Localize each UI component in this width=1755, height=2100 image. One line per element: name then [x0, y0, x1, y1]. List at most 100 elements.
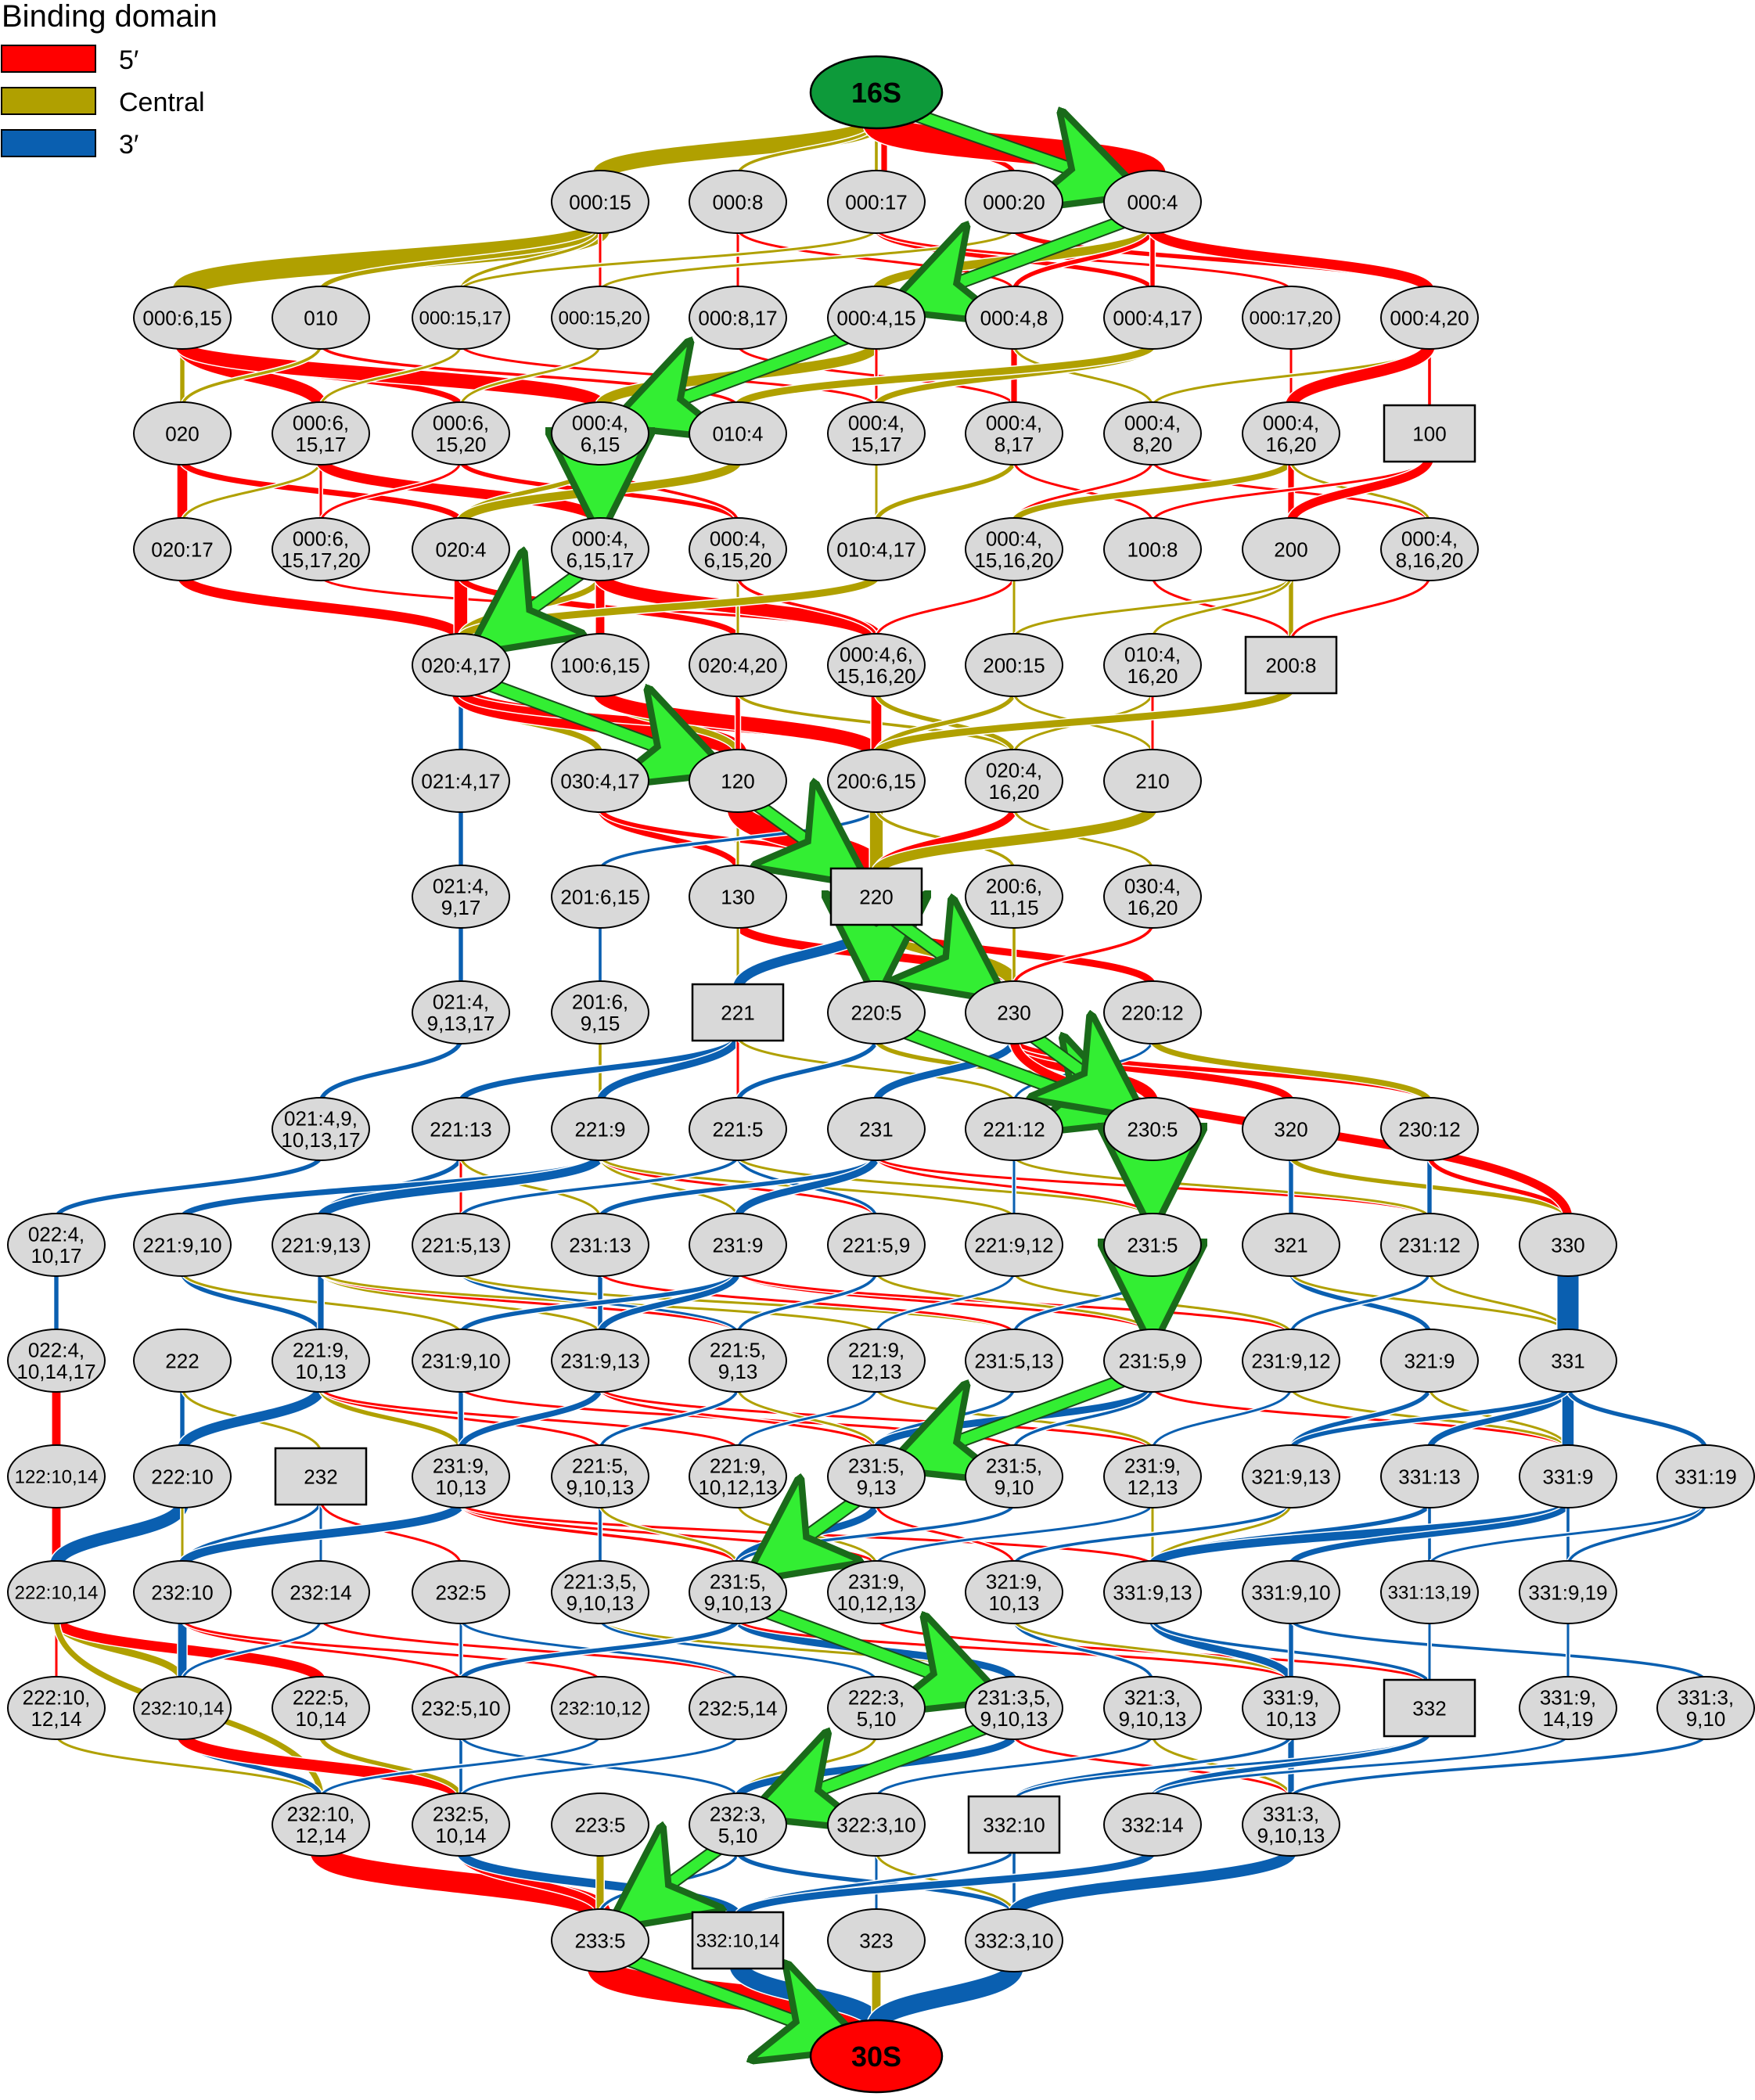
node-000-20: 000:20	[965, 170, 1063, 234]
node-331-3-9-10-13: 331:3,9,10,13	[1242, 1793, 1340, 1857]
node-label: 11,15	[989, 896, 1038, 919]
edge-three-prime	[1008, 1849, 1297, 1916]
node-010-4-16-20: 010:4,16,20	[1103, 633, 1202, 697]
node-label: 231:3,5,	[977, 1686, 1051, 1710]
node-230-12: 230:12	[1380, 1097, 1479, 1161]
node-220-12: 220:12	[1103, 980, 1202, 1045]
node-320: 320	[1242, 1097, 1340, 1161]
node-label: 9,10,13	[704, 1591, 772, 1615]
edge-central	[599, 1155, 739, 1219]
edge-central	[459, 228, 878, 292]
node-ellipse	[965, 865, 1063, 929]
node-ellipse	[272, 1793, 370, 1857]
node-label: 10,12,13	[698, 1476, 777, 1499]
node-221-5-9: 221:5,9	[827, 1213, 926, 1277]
node-label: 010	[304, 306, 337, 329]
node-label: 332:3,10	[974, 1929, 1053, 1952]
node-ellipse	[965, 286, 1063, 350]
node-ellipse	[133, 401, 232, 466]
node-label: 331:9,19	[1528, 1580, 1607, 1604]
node-label: 231:9,13	[560, 1349, 639, 1372]
node-200-15: 200:15	[965, 633, 1063, 697]
edge-central	[319, 343, 462, 408]
node-332-10: 332:10	[967, 1795, 1061, 1854]
node-222-10: 222:10	[133, 1444, 232, 1508]
highlight-path-arrow	[485, 572, 582, 642]
node-label: 12,13	[851, 1360, 901, 1383]
node-label: 10,13	[988, 1591, 1039, 1615]
node-16S: 16S	[809, 55, 944, 130]
node-label: 000:6,15	[142, 306, 221, 329]
edge-central	[1012, 343, 1154, 408]
node-021-4-9-13-17: 021:4,9,13,17	[412, 980, 510, 1045]
node-221-9-10: 221:9,10	[133, 1213, 232, 1277]
node-label: 320	[1274, 1117, 1307, 1141]
node-ellipse	[412, 633, 510, 697]
node-ellipse	[827, 633, 926, 697]
node-000-6-15-20: 000:6,15,20	[412, 401, 510, 466]
edge-central	[1289, 1271, 1570, 1335]
edge-three-prime	[177, 1386, 326, 1451]
node-box	[967, 1795, 1061, 1854]
edge-three-prime	[459, 1734, 739, 1799]
node-label: 200:8	[1265, 653, 1316, 677]
node-ellipse	[551, 1676, 649, 1740]
edge-five-prime	[875, 1502, 1016, 1566]
end-node-ellipse	[809, 2019, 944, 2094]
node-label: 000:4,	[986, 527, 1042, 551]
node-label: 221	[721, 1001, 754, 1024]
node-ellipse	[1103, 1097, 1202, 1161]
node-ellipse	[7, 1444, 106, 1508]
edge-three-prime	[178, 1501, 466, 1568]
node-label: 221:9,10	[142, 1233, 221, 1257]
edge-three-prime	[596, 1035, 742, 1103]
node-ellipse	[1103, 980, 1202, 1045]
node-label: 231:9,	[1124, 1455, 1181, 1478]
node-label: 10,13	[1265, 1707, 1316, 1731]
node-label: 10,13	[435, 1476, 486, 1499]
node-ellipse	[1103, 1213, 1202, 1277]
node-ellipse	[827, 1676, 926, 1740]
node-022-4-10-17: 022:4,10,17	[7, 1213, 106, 1277]
node-222-3-5-10: 222:3,5,10	[827, 1676, 926, 1740]
node-ellipse	[551, 517, 649, 581]
node-ellipse	[1242, 1444, 1340, 1508]
edge-three-prime	[1289, 1271, 1431, 1335]
node-ellipse	[689, 170, 787, 234]
node-ellipse	[412, 286, 510, 350]
node-label: 15,17,20	[281, 548, 360, 572]
node-label: 8,20	[1133, 433, 1173, 456]
node-label: 231:5,	[986, 1455, 1042, 1478]
node-ellipse	[689, 517, 787, 581]
edge-three-prime	[1151, 1386, 1293, 1451]
node-label: 321	[1274, 1233, 1307, 1257]
edge-three-prime	[458, 1386, 603, 1451]
node-000-4-15-17: 000:4,15,17	[827, 401, 926, 466]
node-label: 16,20	[1265, 433, 1316, 456]
edge-central	[871, 805, 1158, 876]
edge-five-prime	[319, 459, 462, 523]
node-010-4: 010:4	[689, 401, 787, 466]
node-ellipse	[551, 170, 649, 234]
node-label: 000:4,8	[980, 306, 1048, 329]
node-ellipse	[272, 1329, 370, 1393]
node-label: 10,14,17	[16, 1360, 95, 1383]
node-ellipse	[272, 1097, 370, 1161]
edge-five-prime	[1289, 575, 1431, 642]
node-000-4-6-15-20: 000:4,6,15,20	[689, 517, 787, 581]
node-000-4-6-15-17: 000:4,6,15,17	[551, 517, 649, 581]
node-231-5-9-13: 231:5,9,13	[827, 1444, 926, 1508]
node-221: 221	[691, 983, 785, 1042]
node-label: 022:4,	[28, 1339, 85, 1362]
node-232-10: 232:10	[133, 1560, 232, 1624]
node-ellipse	[1380, 517, 1479, 581]
node-030-4-16-20: 030:4,16,20	[1103, 865, 1202, 929]
node-000-4-17: 000:4,17	[1103, 286, 1202, 350]
node-ellipse	[551, 980, 649, 1045]
node-020: 020	[133, 401, 232, 466]
node-ellipse	[551, 1793, 649, 1857]
node-label: 10,13,17	[281, 1128, 360, 1152]
edge-five-prime	[1286, 455, 1434, 524]
node-label: 9,17	[441, 896, 481, 919]
node-ellipse	[689, 1560, 787, 1624]
